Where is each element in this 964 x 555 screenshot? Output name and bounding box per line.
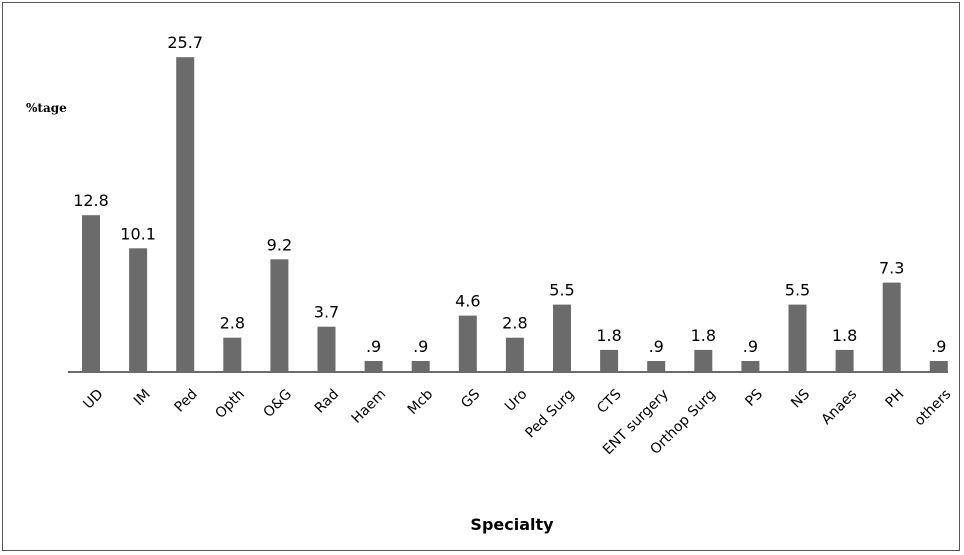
x-tick-label-16: Anaes [819, 386, 861, 428]
value-label-0: 12.8 [73, 191, 109, 210]
bar-17 [882, 282, 901, 372]
bar-14 [741, 361, 760, 372]
x-tick-label-3: Opth [212, 386, 248, 422]
bar-13 [694, 349, 713, 372]
value-label-6: .9 [366, 337, 381, 356]
value-label-18: .9 [931, 337, 946, 356]
x-tick-label-18: others [912, 386, 955, 429]
value-label-14: .9 [743, 337, 758, 356]
value-label-11: 1.8 [596, 326, 621, 345]
bar-16 [835, 349, 854, 372]
bars-group [82, 57, 948, 372]
x-tick-label-9: Uro [502, 386, 530, 414]
value-label-4: 9.2 [267, 235, 292, 254]
x-tick-label-17: PH [883, 386, 908, 411]
value-label-13: 1.8 [691, 326, 716, 345]
x-tick-label-11: CTS [594, 386, 625, 417]
x-tick-label-1: IM [131, 386, 154, 409]
value-label-1: 10.1 [120, 224, 156, 243]
x-tick-label-14: PS [742, 386, 766, 410]
x-tick-label-7: Mcb [405, 386, 437, 418]
value-label-8: 4.6 [455, 292, 480, 311]
bar-0 [82, 215, 100, 372]
bar-1 [129, 248, 148, 372]
x-tick-label-4: O&G [261, 386, 296, 421]
value-label-15: 5.5 [785, 281, 810, 300]
x-tick-label-15: NS [788, 386, 813, 411]
value-label-16: 1.8 [832, 326, 857, 345]
bar-7 [411, 361, 430, 372]
bar-15 [788, 304, 807, 372]
bar-18 [929, 361, 948, 372]
value-label-5: 3.7 [314, 303, 339, 322]
x-tick-label-2: Ped [172, 386, 201, 415]
x-axis-label: Specialty [470, 515, 554, 534]
bar-2 [176, 57, 195, 372]
x-tick-label-10: Ped Surg [522, 386, 577, 441]
bar-8 [458, 315, 477, 372]
value-labels-group: 12.8 10.1 25.7 2.8 9.2 3.7 .9 .9 4.6 2.8 5.5 1.8 .9 1… [73, 33, 946, 356]
value-label-7: .9 [413, 337, 428, 356]
bar-3 [223, 337, 242, 372]
value-label-9: 2.8 [502, 314, 527, 333]
x-tick-label-5: Rad [312, 386, 342, 416]
value-label-17: 7.3 [879, 259, 904, 278]
bar-9 [505, 337, 524, 372]
y-axis-label: %tage [26, 101, 67, 115]
bar-4 [270, 259, 289, 372]
x-tick-label-6: Haem [349, 386, 390, 427]
bar-5 [317, 326, 336, 372]
bar-12 [647, 361, 666, 372]
x-tick-label-0: UD [80, 386, 106, 412]
bar-6 [364, 361, 383, 372]
value-label-10: 5.5 [549, 281, 574, 300]
bar-11 [600, 349, 619, 372]
bar-10 [553, 304, 571, 372]
value-label-3: 2.8 [220, 314, 245, 333]
value-label-12: .9 [649, 337, 664, 356]
value-label-2: 25.7 [167, 33, 203, 52]
x-tick-label-8: GS [458, 386, 483, 411]
